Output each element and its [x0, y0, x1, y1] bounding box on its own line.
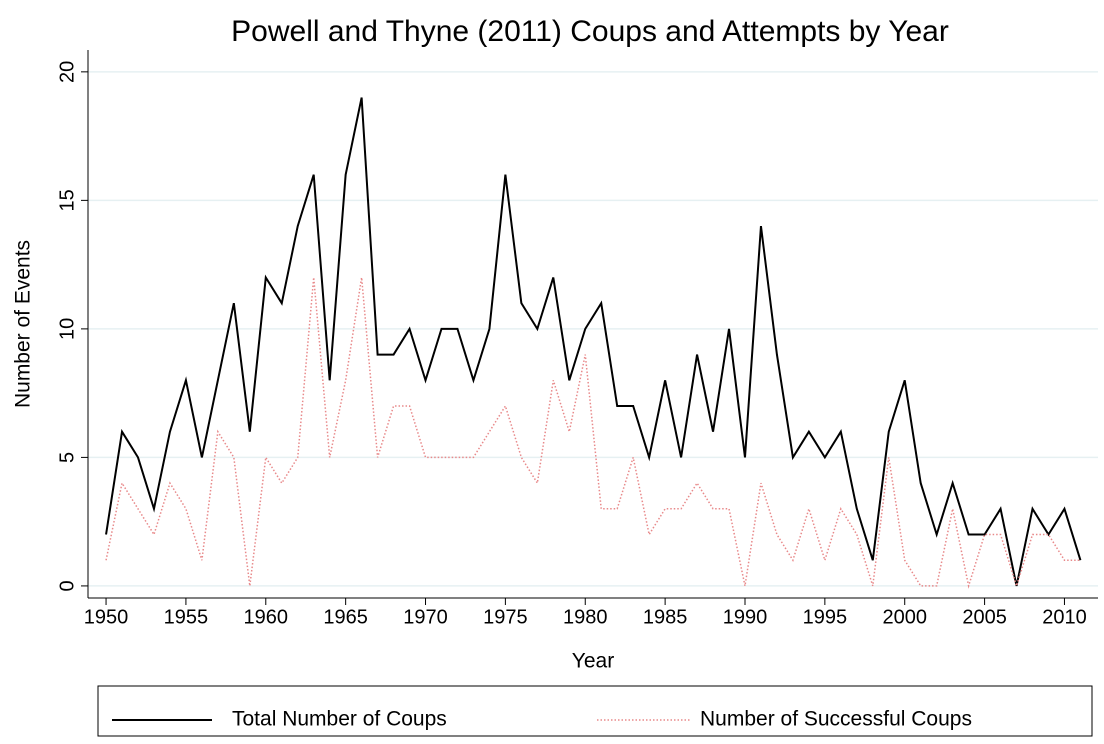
- y-tick-label: 20: [56, 61, 78, 83]
- x-tick-label: 1980: [563, 606, 608, 628]
- series-line: [105, 277, 1081, 589]
- legend-box: [97, 685, 1093, 737]
- x-axis-label: Year: [572, 650, 614, 673]
- y-axis-label: Number of Events: [12, 240, 35, 408]
- x-tick-label: 1965: [323, 606, 368, 628]
- y-tick-label: 0: [56, 580, 78, 591]
- chart-title: Powell and Thyne (2011) Coups and Attemp…: [231, 15, 949, 48]
- x-tick-label: 1955: [164, 606, 209, 628]
- legend-label: Number of Successful Coups: [700, 708, 972, 731]
- x-tick-label: 1975: [483, 606, 528, 628]
- x-tick-label: 1970: [403, 606, 448, 628]
- x-tick-label: 2000: [882, 606, 927, 628]
- legend-label: Total Number of Coups: [232, 708, 447, 731]
- y-tick-label: 5: [56, 452, 78, 463]
- x-tick-label: 2005: [962, 606, 1007, 628]
- x-tick-label: 1950: [84, 606, 129, 628]
- y-tick-label: 10: [56, 318, 78, 340]
- series-line: [105, 97, 1082, 587]
- x-tick-label: 1990: [723, 606, 768, 628]
- x-tick-label: 1960: [244, 606, 289, 628]
- x-tick-label: 2010: [1042, 606, 1087, 628]
- x-tick-label: 1985: [643, 606, 688, 628]
- x-tick-label: 1995: [803, 606, 848, 628]
- y-tick-label: 15: [56, 189, 78, 211]
